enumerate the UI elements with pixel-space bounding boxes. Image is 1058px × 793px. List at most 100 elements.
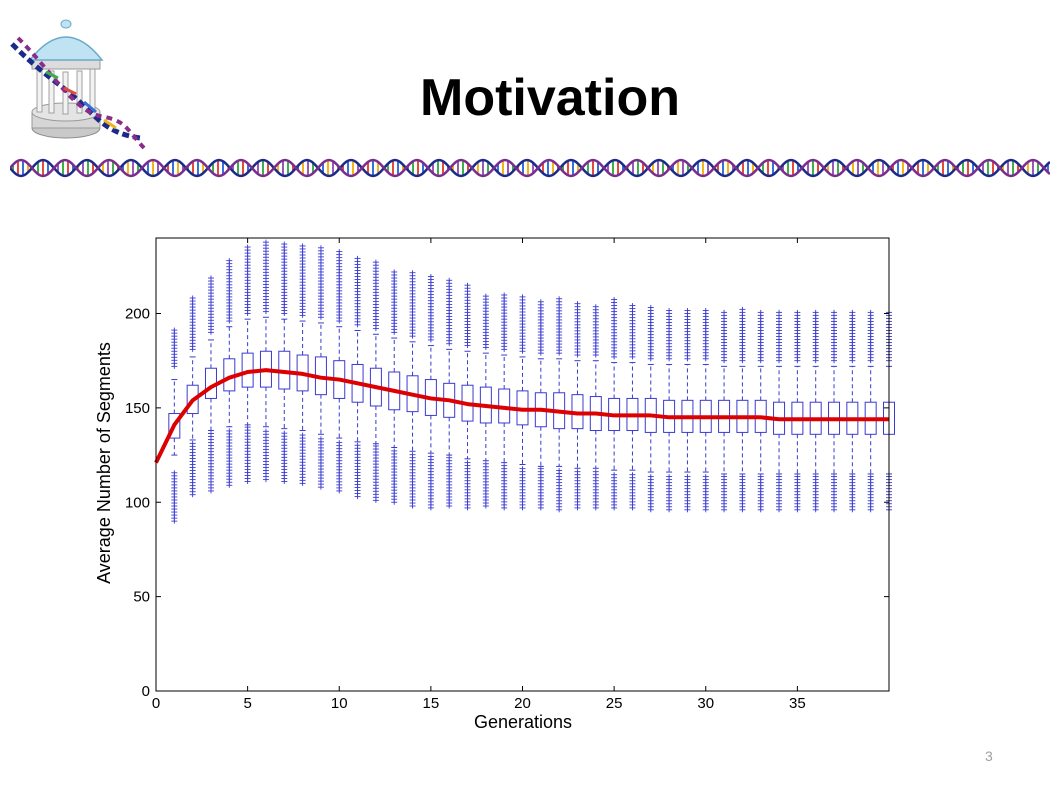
box-generation-28 [663, 307, 676, 513]
box-generation-5 [241, 244, 254, 484]
box-generation-37 [828, 309, 841, 513]
slide-title: Motivation [420, 69, 680, 127]
helix-strand [10, 158, 1050, 178]
high-outliers [391, 269, 398, 335]
high-outliers [757, 309, 764, 364]
high-outliers [537, 299, 544, 356]
high-outliers [629, 303, 636, 360]
box-generation-24 [589, 304, 602, 511]
y-axis-label: Average Number of Segments [94, 342, 114, 584]
high-outliers [647, 304, 654, 362]
low-outliers [519, 466, 526, 511]
low-outliers [317, 436, 324, 490]
box-generation-7 [278, 241, 291, 484]
high-outliers [464, 282, 471, 349]
x-tick-label: 10 [331, 695, 348, 712]
box-generation-2 [186, 295, 199, 498]
low-outliers [739, 474, 746, 513]
box-generation-26 [626, 303, 639, 511]
box-generation-9 [314, 245, 327, 490]
x-axis-label: Generations [474, 712, 572, 732]
x-tick-label: 5 [243, 695, 251, 712]
high-outliers [501, 292, 508, 352]
box-generation-12 [369, 259, 382, 503]
low-outliers [666, 474, 673, 513]
box-generation-4 [223, 258, 236, 488]
low-outliers [299, 432, 306, 486]
low-outliers [189, 440, 196, 498]
high-outliers [592, 304, 599, 358]
high-outliers [739, 306, 746, 364]
high-outliers [849, 309, 856, 364]
low-outliers [629, 472, 636, 511]
x-tick-label: 35 [789, 695, 806, 712]
low-outliers [354, 442, 361, 500]
low-outliers [409, 452, 416, 509]
low-outliers [207, 431, 214, 494]
low-outliers [776, 474, 783, 513]
box-generation-18 [479, 293, 492, 509]
box-generation-34 [773, 309, 786, 513]
y-tick-label: 150 [125, 400, 150, 417]
low-outliers [427, 454, 434, 511]
high-outliers [702, 307, 709, 362]
high-outliers [244, 244, 251, 316]
high-outliers [336, 249, 343, 324]
low-outliers [244, 424, 251, 484]
low-outliers [867, 474, 874, 513]
box-generation-20 [516, 294, 529, 511]
low-outliers [372, 443, 379, 503]
box-generation-30 [699, 307, 712, 513]
box-generation-14 [406, 270, 419, 509]
box-generation-3 [204, 275, 217, 494]
high-outliers [427, 274, 434, 343]
high-outliers [189, 295, 196, 352]
low-outliers [702, 474, 709, 513]
x-tick-label: 30 [697, 695, 714, 712]
low-outliers [226, 428, 233, 488]
helix-strand [10, 158, 1050, 178]
box-generation-13 [388, 269, 401, 505]
high-outliers [831, 309, 838, 364]
box-generation-15 [424, 274, 437, 511]
high-outliers [666, 307, 673, 362]
box-generation-23 [571, 301, 584, 511]
segments-box-plot: 0 5 10 15 20 25 30 35 0 50 100 150 200 Generations A… [94, 237, 895, 732]
low-outliers [281, 430, 288, 484]
box-generation-22 [553, 296, 566, 513]
low-outliers [794, 474, 801, 513]
low-outliers [647, 474, 654, 513]
mean-line [154, 368, 889, 464]
y-tick-label: 0 [142, 683, 150, 700]
box-generation-33 [754, 309, 767, 513]
low-outliers [537, 466, 544, 511]
box-generation-17 [461, 282, 474, 511]
low-outliers [446, 455, 453, 509]
box-generation-16 [443, 277, 456, 509]
slide-number: 3 [985, 748, 993, 764]
low-outliers [592, 469, 599, 511]
y-tick-label: 200 [125, 306, 150, 323]
high-outliers [867, 309, 874, 364]
low-outliers [464, 460, 471, 511]
high-outliers [207, 275, 214, 335]
high-outliers [299, 243, 306, 318]
high-outliers [519, 294, 526, 354]
iqr-box [186, 384, 199, 415]
y-tick-label: 50 [133, 589, 150, 606]
low-outliers [336, 440, 343, 494]
high-outliers [226, 258, 233, 324]
low-outliers [482, 461, 489, 509]
box-generation-25 [608, 297, 621, 511]
box-generation-21 [534, 299, 547, 511]
low-outliers [812, 474, 819, 513]
high-outliers [372, 259, 379, 332]
high-outliers [446, 277, 453, 347]
box-generation-27 [644, 304, 657, 513]
high-outliers [794, 309, 801, 364]
box-generation-32 [736, 306, 749, 513]
high-outliers [721, 309, 728, 364]
low-outliers [262, 428, 269, 483]
box-generation-36 [809, 309, 822, 513]
old-well-dna-logo-icon [10, 19, 146, 150]
